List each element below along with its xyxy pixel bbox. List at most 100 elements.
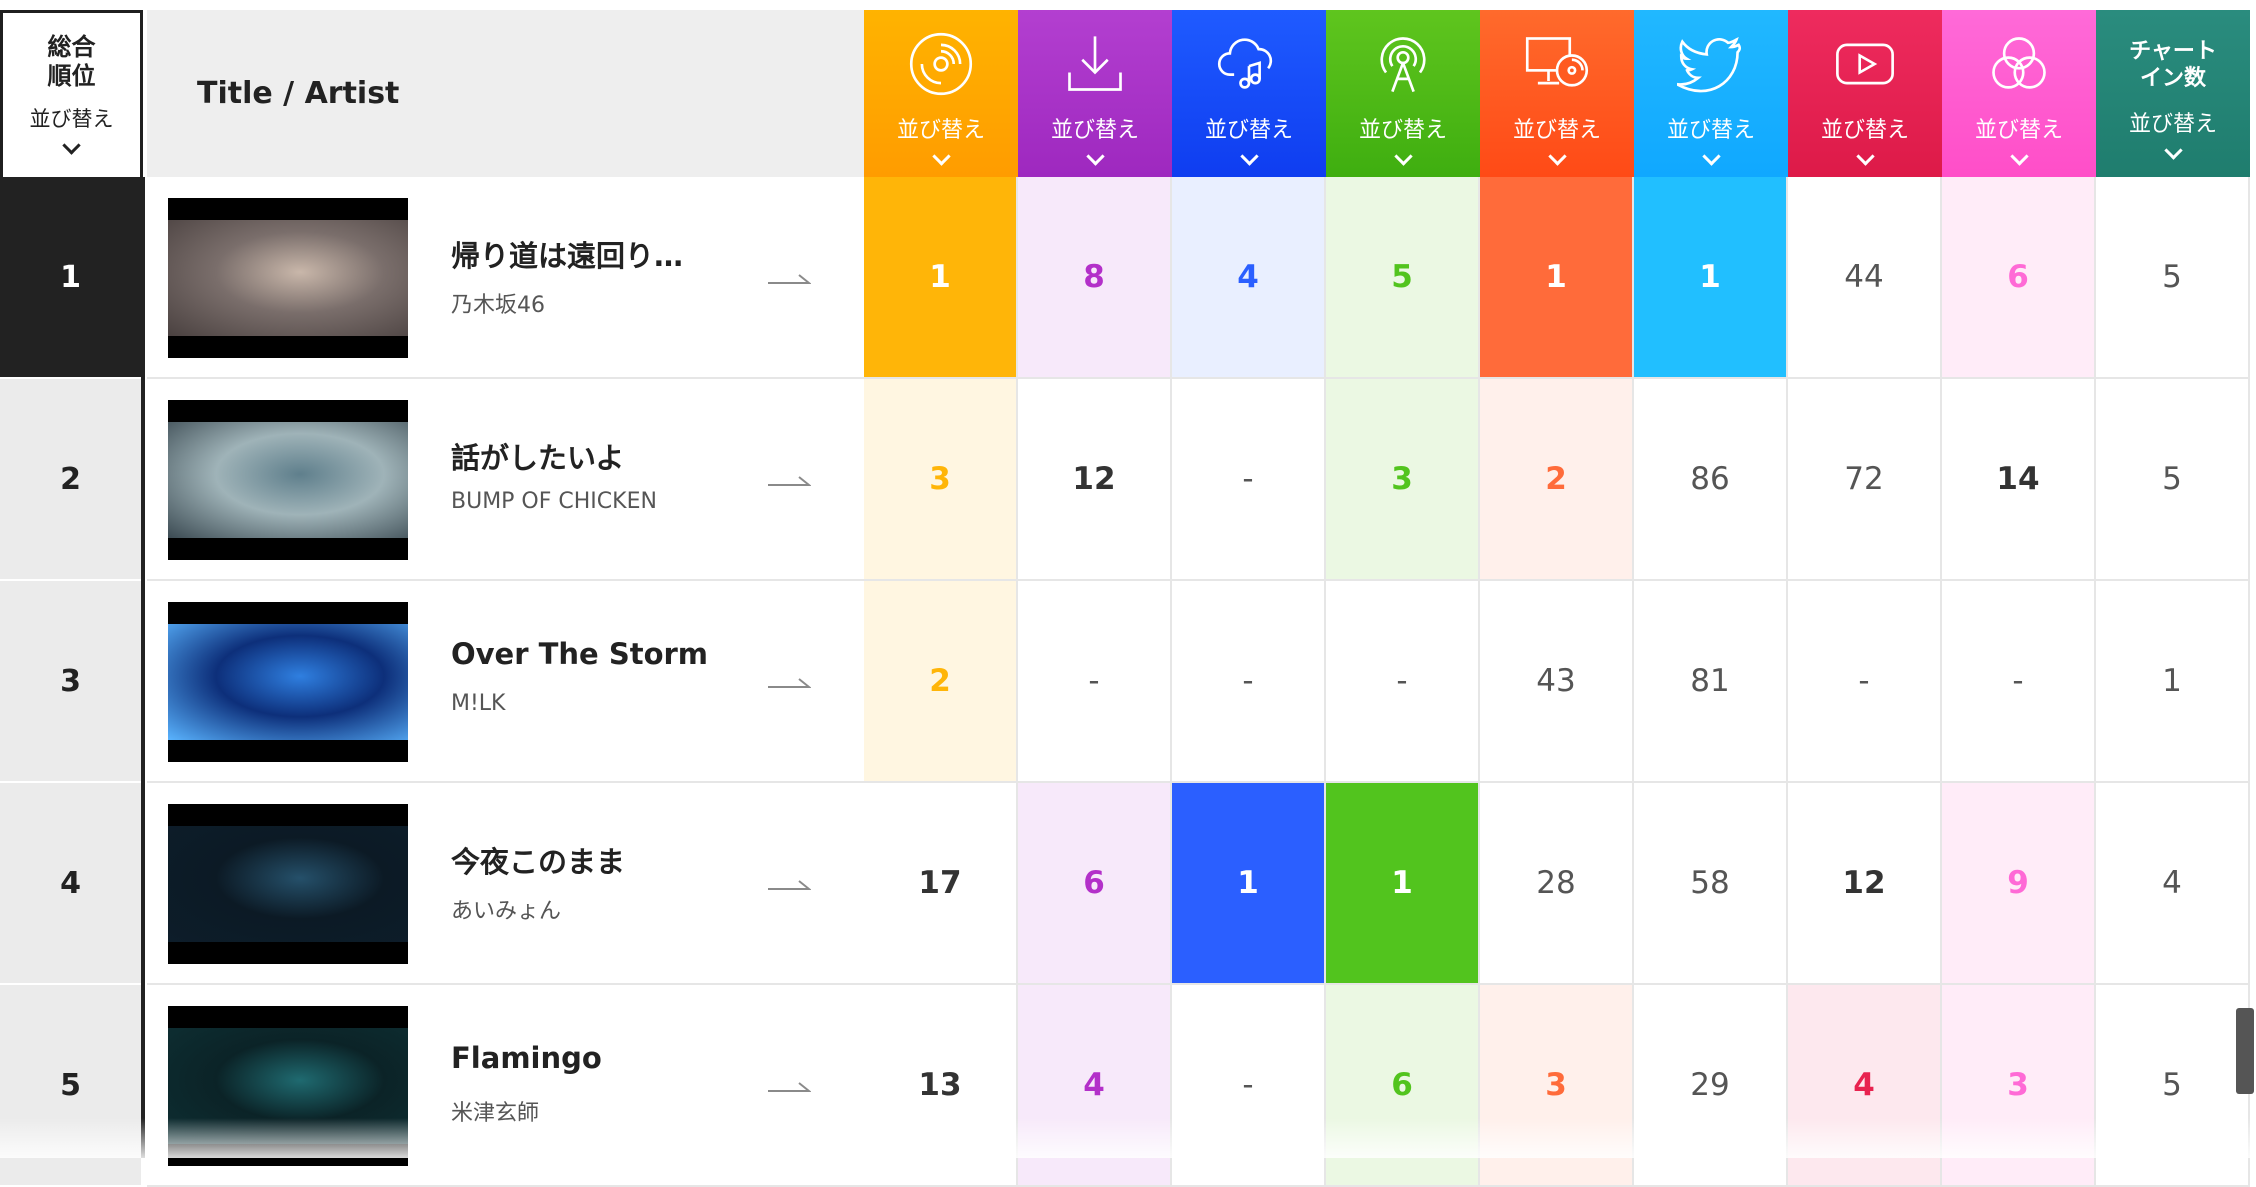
rank-cell-twitter: 58: [1634, 783, 1788, 985]
column-header-chart-in[interactable]: チャート イン数並び替え: [2096, 10, 2250, 177]
trend-arrow-icon: [767, 1077, 812, 1097]
rank-cell-radio: 3: [1326, 379, 1480, 581]
song-artist[interactable]: あいみょん: [451, 899, 562, 924]
rank-cell-cd: 17: [864, 783, 1018, 985]
column-header-streaming[interactable]: 並び替え: [1172, 10, 1326, 177]
rank-cell-youtube: 72: [1788, 379, 1942, 581]
rank-cell-twitter: 1: [1634, 177, 1788, 379]
rank-cell-streaming: -: [1172, 985, 1326, 1187]
rank-cell-gyao: 14: [1942, 379, 2096, 581]
song-artist[interactable]: 米津玄師: [451, 1101, 540, 1126]
rank-cell-download: 6: [1018, 783, 1172, 985]
rank-cell-pc-lookup: 28: [1480, 783, 1634, 985]
video-thumbnail[interactable]: [168, 804, 408, 964]
rank-cell-radio: 5: [1326, 177, 1480, 379]
rank-number: 2: [0, 379, 141, 581]
chevron-down-icon: [2009, 147, 2029, 166]
rank-cell-streaming: 1: [1172, 783, 1326, 985]
song-row[interactable]: 話がしたいよ BUMP OF CHICKEN: [147, 379, 864, 581]
sort-label: 並び替え: [1358, 118, 1447, 143]
video-thumbnail[interactable]: [168, 400, 408, 560]
rank-column-border: [141, 177, 145, 1158]
rank-cell-chart-in: 5: [2096, 379, 2250, 581]
sort-label: 並び替え: [1666, 118, 1755, 143]
song-title[interactable]: 今夜このまま: [451, 845, 626, 879]
scrollbar-thumb[interactable]: [2236, 1008, 2254, 1094]
rank-cell-streaming: -: [1172, 581, 1326, 783]
trend-arrow-icon: [767, 471, 812, 491]
rank-number: 3: [0, 581, 141, 783]
download-icon: [1061, 30, 1129, 98]
rank-title-line1: 総合: [47, 33, 96, 61]
trend-arrow-icon: [767, 875, 812, 895]
song-row[interactable]: 今夜このままあいみょん: [147, 783, 864, 985]
song-title[interactable]: 話がしたいよ: [451, 441, 625, 475]
sort-label: 並び替え: [1974, 118, 2063, 143]
chevron-down-icon: [1085, 147, 1105, 166]
cloud-music-icon: [1215, 30, 1283, 98]
column-header-pc-lookup[interactable]: 並び替え: [1480, 10, 1634, 177]
rank-cell-twitter: 86: [1634, 379, 1788, 581]
rank-cell-cd: 2: [864, 581, 1018, 783]
rank-cell-youtube: 4: [1788, 985, 1942, 1187]
thumbnail-image: [168, 826, 408, 942]
column-header-radio[interactable]: 並び替え: [1326, 10, 1480, 177]
circles-icon: [1985, 30, 2053, 98]
twitter-bird-icon: [1677, 30, 1745, 98]
song-title[interactable]: 帰り道は遠回り…: [451, 239, 684, 273]
chevron-down-icon: [1547, 147, 1567, 166]
rank-sort-header[interactable]: 総合 順位 並び替え: [0, 10, 143, 177]
ranking-chart: 総合 順位 並び替え Title / Artist 並び替え 並び替え 並び替え 並び替え 並び…: [0, 10, 2250, 1187]
chevron-down-icon: [62, 136, 81, 155]
rank-cell-youtube: 12: [1788, 783, 1942, 985]
song-title[interactable]: Over The Storm: [451, 637, 709, 671]
song-row[interactable]: Flamingo 米津玄師: [147, 985, 864, 1187]
sort-label: 並び替え: [2128, 112, 2217, 137]
song-row[interactable]: 帰り道は遠回り… 乃木坂46: [147, 177, 864, 379]
rank-cell-twitter: 81: [1634, 581, 1788, 783]
rank-cell-pc-lookup: 1: [1480, 177, 1634, 379]
rank-title-line2: 順位: [47, 62, 96, 90]
video-thumbnail[interactable]: [168, 602, 408, 762]
rank-cell-download: 8: [1018, 177, 1172, 379]
chevron-down-icon: [1701, 147, 1721, 166]
column-header-youtube[interactable]: 並び替え: [1788, 10, 1942, 177]
song-title[interactable]: Flamingo: [451, 1041, 602, 1075]
rank-cell-twitter: 29: [1634, 985, 1788, 1187]
chevron-down-icon: [1239, 147, 1259, 166]
rank-cell-cd: 13: [864, 985, 1018, 1187]
rank-cell-radio: 1: [1326, 783, 1480, 985]
thumbnail-image: [168, 220, 408, 336]
rank-number: 4: [0, 783, 141, 985]
rank-cell-chart-in: 5: [2096, 985, 2250, 1187]
song-artist[interactable]: BUMP OF CHICKEN: [451, 489, 657, 514]
rank-cell-pc-lookup: 2: [1480, 379, 1634, 581]
video-thumbnail[interactable]: [168, 1006, 408, 1166]
song-artist[interactable]: 乃木坂46: [451, 293, 545, 318]
column-header-gyao[interactable]: 並び替え: [1942, 10, 2096, 177]
column-header-download[interactable]: 並び替え: [1018, 10, 1172, 177]
column-header-cd[interactable]: 並び替え: [864, 10, 1018, 177]
chevron-down-icon: [931, 147, 951, 166]
pc-disc-icon: [1523, 30, 1591, 98]
rank-cell-streaming: -: [1172, 379, 1326, 581]
song-artist[interactable]: M!LK: [451, 691, 506, 716]
column-header-twitter[interactable]: 並び替え: [1634, 10, 1788, 177]
rank-cell-chart-in: 1: [2096, 581, 2250, 783]
rank-cell-radio: -: [1326, 581, 1480, 783]
radio-broadcast-icon: [1369, 30, 1437, 98]
rank-cell-youtube: 44: [1788, 177, 1942, 379]
trend-arrow-icon: [767, 673, 812, 693]
rank-sort-label: 並び替え: [29, 107, 114, 131]
sort-label: 並び替え: [1820, 118, 1909, 143]
column-title-chart-in: チャート イン数: [2129, 38, 2217, 92]
rank-header-title: 総合 順位: [48, 33, 96, 91]
rank-cell-youtube: -: [1788, 581, 1942, 783]
video-thumbnail[interactable]: [168, 198, 408, 358]
sort-label: 並び替え: [896, 118, 985, 143]
thumbnail-image: [168, 422, 408, 538]
song-row[interactable]: Over The Storm M!LK: [147, 581, 864, 783]
rank-cell-download: 4: [1018, 985, 1172, 1187]
rank-cell-pc-lookup: 3: [1480, 985, 1634, 1187]
trend-arrow-icon: [767, 269, 812, 289]
